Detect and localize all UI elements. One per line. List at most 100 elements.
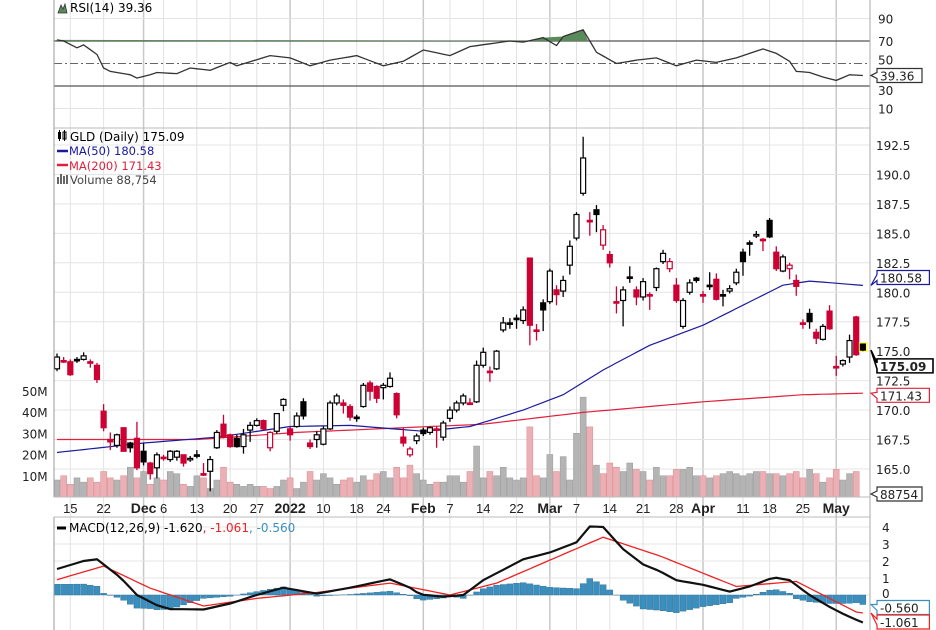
macd-hist-value-tag-box xyxy=(869,599,930,616)
volume-bar xyxy=(406,464,414,498)
candle-body xyxy=(566,245,573,266)
macd-histogram-bar xyxy=(226,594,234,597)
macd-histogram-bar xyxy=(566,588,574,596)
date-tick-label: 14 xyxy=(603,501,617,516)
candle-body xyxy=(346,405,354,418)
price-tick-label: 185.0 xyxy=(876,227,910,241)
macd-legend-text: MACD(12,26,9) -1.620, -1.061, -0.560 xyxy=(69,521,295,535)
volume-tick-label: 50M xyxy=(22,385,48,399)
date-tick-label: 28 xyxy=(669,501,683,516)
candle-body xyxy=(766,219,773,238)
volume-bar xyxy=(173,473,181,498)
macd-histogram-bar xyxy=(480,588,487,596)
macd-tick-label: 4 xyxy=(882,521,890,535)
macd-histogram-bar xyxy=(733,594,740,599)
candle-body xyxy=(686,282,693,293)
candle-body xyxy=(326,402,334,430)
candle-body xyxy=(147,462,154,475)
price-tick-label: 182.5 xyxy=(876,257,910,271)
macd-histogram-bar xyxy=(73,583,81,596)
volume-bar xyxy=(806,469,813,498)
volume-bar xyxy=(786,473,793,498)
volume-bar xyxy=(486,471,494,498)
macd-histogram-bar xyxy=(753,593,760,596)
volume-bars-icon xyxy=(57,174,68,184)
macd-histogram-bar xyxy=(593,581,600,596)
macd-histogram-bar xyxy=(486,586,494,596)
volume-bar xyxy=(846,473,853,498)
macd-histogram-bar xyxy=(839,594,847,604)
volume-bar xyxy=(719,473,727,498)
candle-body xyxy=(267,431,274,449)
candle-body xyxy=(253,420,260,426)
volume-bar xyxy=(120,475,127,498)
candle-body xyxy=(793,279,800,287)
candle-body xyxy=(786,264,793,270)
macd-histogram-bar xyxy=(626,594,633,604)
volume-bar xyxy=(626,462,634,498)
volume-bar xyxy=(127,467,134,498)
candle-body xyxy=(280,398,287,406)
candle-body xyxy=(526,257,533,326)
volume-bar xyxy=(266,488,274,498)
macd-histogram-bar xyxy=(153,594,161,610)
macd-histogram-bar xyxy=(799,594,807,601)
candle-body xyxy=(679,299,687,328)
macd-histogram-bar xyxy=(846,594,853,604)
candle-body xyxy=(127,442,134,449)
candle-body xyxy=(413,435,420,442)
volume-bar xyxy=(107,477,114,498)
ma50-value-tag: 180.58 xyxy=(880,272,922,286)
date-tick-label: 6 xyxy=(160,501,167,516)
candle-body xyxy=(240,434,247,448)
volume-bar xyxy=(499,467,507,498)
candle-body xyxy=(833,365,840,369)
volume-bar xyxy=(386,477,394,498)
volume-bar xyxy=(300,481,307,498)
macd-histogram-bar xyxy=(93,586,101,596)
macd-histogram-bar xyxy=(413,594,420,600)
candle-body xyxy=(73,358,81,362)
candle-body xyxy=(546,270,553,303)
candle-body xyxy=(120,427,127,452)
macd-histogram-bar xyxy=(353,593,360,596)
volume-bar xyxy=(113,479,121,498)
macd-histogram-bar xyxy=(320,594,327,597)
volume-bar xyxy=(826,477,833,498)
volume-bar xyxy=(832,469,840,498)
volume-bar xyxy=(273,486,281,498)
volume-bar xyxy=(140,471,147,498)
candle-body xyxy=(673,284,680,302)
macd-histogram-bar xyxy=(500,584,507,596)
candle-body xyxy=(826,310,833,330)
volume-bar xyxy=(280,479,287,498)
volume-bar xyxy=(513,479,520,498)
candle-body xyxy=(806,312,813,323)
macd-histogram-bar xyxy=(127,594,134,605)
date-tick-label: Mar xyxy=(537,500,562,516)
macd-histogram-bar xyxy=(533,584,540,596)
grid xyxy=(54,0,870,630)
candle-body xyxy=(466,402,474,406)
candle-body xyxy=(626,276,633,280)
price-tick-label: 172.5 xyxy=(876,375,910,389)
candle-body xyxy=(659,252,667,263)
candle-body xyxy=(87,361,94,364)
rsi-tick-label: 50 xyxy=(878,54,893,68)
volume-bar xyxy=(426,484,434,498)
candle-body xyxy=(633,289,640,298)
macd-histogram-bar xyxy=(686,594,693,610)
volume-bar xyxy=(440,481,447,498)
volume-bar xyxy=(226,481,234,498)
candle-body xyxy=(287,428,294,436)
macd-histogram-bar xyxy=(160,594,167,610)
candle-body xyxy=(586,219,593,223)
ma50-value-tag-box xyxy=(870,269,930,286)
macd-histogram-bar xyxy=(713,594,720,605)
macd-histogram-bar xyxy=(546,587,554,596)
volume-bar xyxy=(619,471,627,498)
macd-histogram-bar xyxy=(853,594,860,603)
volume-value-tag-box xyxy=(869,486,923,502)
price-panel xyxy=(53,128,870,498)
